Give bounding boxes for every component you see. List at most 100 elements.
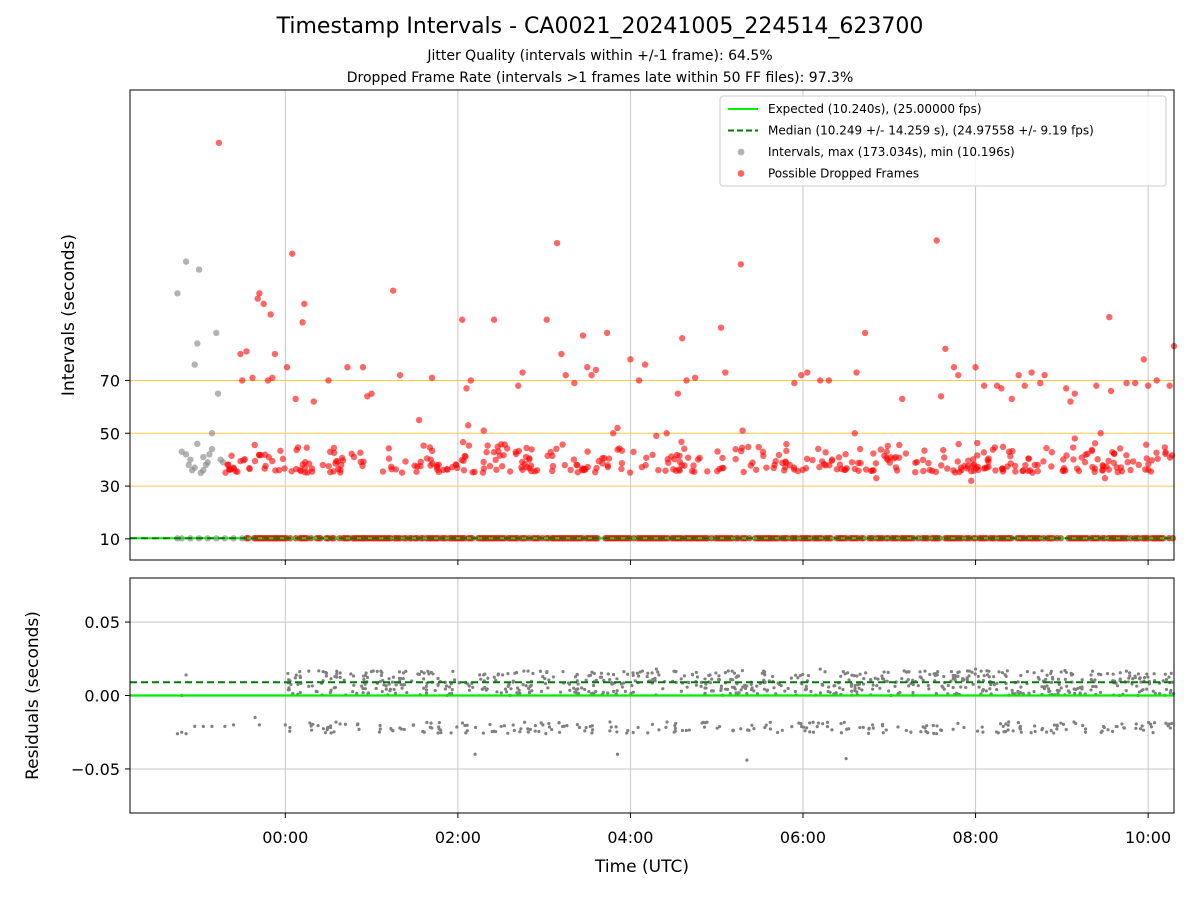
dropped-frame-point (672, 467, 680, 474)
interval-point (174, 290, 181, 297)
dropped-frame-point (579, 465, 586, 472)
dropped-frame-point (755, 443, 762, 451)
residual-point (907, 684, 911, 688)
residual-point (875, 684, 879, 688)
y-axis-label: Intervals (seconds) (59, 234, 79, 396)
residual-point (919, 730, 923, 734)
dropped-frame-point (938, 462, 945, 469)
dropped-frame-point (911, 468, 919, 476)
residual-point (377, 730, 382, 734)
residual-point (630, 684, 634, 688)
residual-point (572, 686, 576, 690)
residual-point (1056, 691, 1060, 696)
residual-point (399, 683, 403, 687)
residual-point (449, 731, 453, 735)
dropped-frame-point (683, 377, 690, 384)
residual-point (811, 720, 815, 724)
x-tick-label: 10:00 (1125, 828, 1171, 847)
residual-point (583, 729, 587, 733)
residual-point (351, 689, 355, 694)
residual-point (387, 677, 391, 681)
dropped-frame-point (1015, 371, 1022, 379)
dropped-frame-point (770, 464, 777, 472)
residual-point (997, 670, 1001, 674)
residual-point (631, 730, 635, 735)
residual-point (739, 727, 743, 731)
residual-point (1152, 672, 1156, 676)
residual-point (736, 674, 741, 678)
residual-point (849, 682, 854, 686)
residual-point (965, 676, 969, 680)
residual-point (995, 681, 999, 685)
residual-point (755, 684, 759, 688)
dropped-frame-point (1081, 459, 1089, 466)
residual-point (858, 725, 862, 730)
dropped-frame-point (1123, 379, 1130, 387)
residual-point (705, 720, 709, 724)
dropped-frame-point (970, 456, 977, 463)
residual-point (653, 679, 657, 683)
dropped-frame-point (816, 463, 823, 471)
dropped-frame-point (498, 463, 506, 470)
residual-point (500, 673, 505, 677)
residual-point (343, 722, 348, 726)
residual-point (821, 683, 825, 687)
dropped-frame-point (1071, 390, 1078, 397)
residual-point (614, 725, 618, 729)
residual-point (488, 722, 492, 727)
residual-point (314, 689, 318, 693)
residual-point (444, 684, 449, 688)
residual-point (594, 678, 598, 682)
residual-point (700, 721, 704, 725)
dropped-frame-point (678, 335, 686, 342)
residual-point (871, 723, 875, 727)
dropped-frame-point (385, 445, 393, 452)
dropped-frame-point (238, 377, 246, 384)
dropped-frame-point (301, 300, 308, 308)
residual-point (473, 752, 477, 756)
residual-point (1089, 677, 1093, 682)
residual-point (481, 731, 485, 735)
residual-point (923, 726, 927, 730)
residual-point (1118, 677, 1122, 681)
dropped-frame-point (937, 393, 945, 400)
residual-point (519, 727, 523, 731)
residual-point (726, 669, 730, 673)
residual-point (389, 726, 393, 731)
dropped-frame-point (237, 350, 244, 358)
residual-point (363, 673, 368, 677)
residual-point (719, 684, 724, 688)
residual-point (392, 687, 396, 691)
residual-point (1093, 684, 1098, 689)
dropped-frame-point (604, 463, 612, 471)
residual-point (558, 730, 562, 734)
residual-point (1153, 691, 1157, 695)
dropped-frame-point (570, 456, 578, 463)
dropped-frame-point (618, 459, 626, 467)
residual-point (1005, 669, 1009, 673)
residual-point (326, 725, 330, 729)
residual-point (329, 688, 333, 692)
dropped-frame-point (1109, 448, 1116, 456)
residual-point (896, 725, 900, 729)
dropped-frame-point (350, 453, 358, 461)
residual-point (708, 681, 712, 685)
dropped-frame-point (1034, 461, 1041, 469)
residual-point (805, 726, 809, 730)
residual-point (789, 676, 793, 680)
residual-point (880, 674, 884, 678)
residual-point (1037, 677, 1041, 681)
residual-point (1049, 729, 1053, 733)
dropped-frame-point (752, 466, 760, 473)
dropped-frame-point (609, 430, 617, 437)
dropped-frame-point (439, 466, 447, 474)
residual-point (702, 725, 707, 729)
legend-entry-label: Intervals, max (173.034s), min (10.196s) (768, 145, 1015, 159)
residual-point (538, 669, 543, 673)
legend-entry-label: Expected (10.240s), (25.00000 fps) (768, 102, 982, 116)
x-tick-label: 00:00 (262, 828, 308, 847)
residual-point (288, 726, 292, 730)
residual-point (551, 675, 555, 679)
residual-point (1126, 680, 1131, 684)
dropped-frame-point (933, 237, 940, 244)
